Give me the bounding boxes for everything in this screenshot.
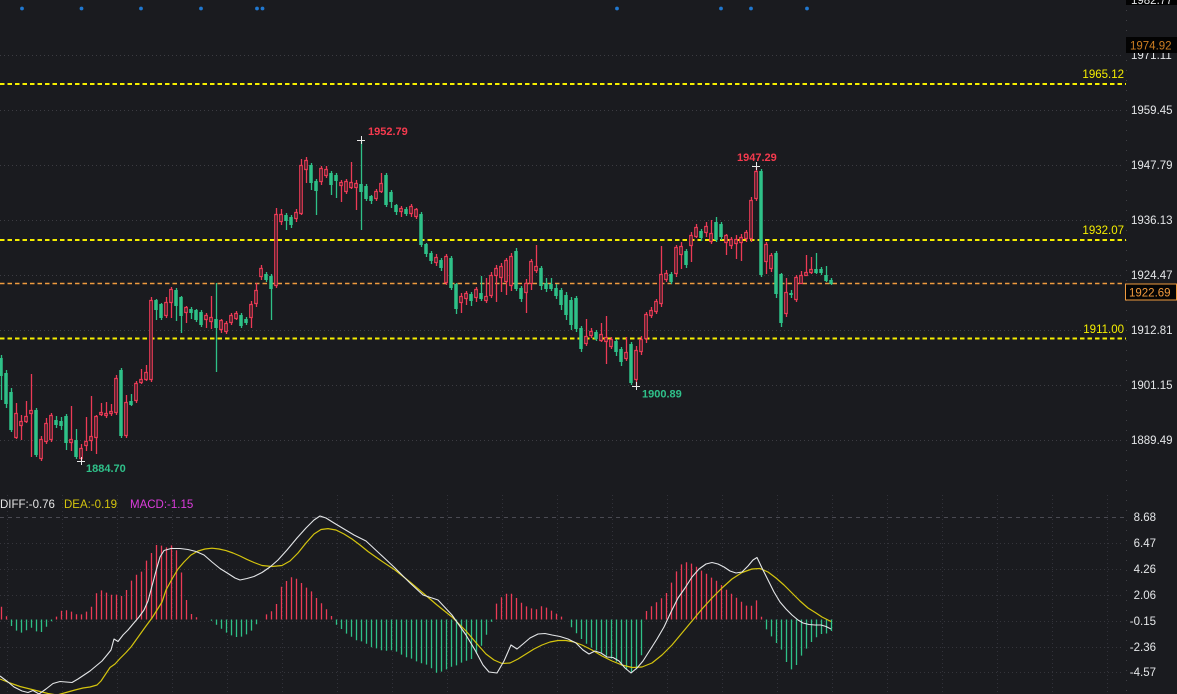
- svg-text:1922.69: 1922.69: [1129, 288, 1171, 300]
- svg-text:-0.15: -0.15: [1130, 616, 1156, 628]
- svg-text:1932.07: 1932.07: [1082, 225, 1124, 237]
- svg-text:4.26: 4.26: [1134, 564, 1156, 576]
- svg-text:MACD:-1.15: MACD:-1.15: [130, 499, 193, 511]
- svg-text:DIFF:-0.76: DIFF:-0.76: [0, 499, 55, 511]
- svg-text:8.68: 8.68: [1134, 512, 1156, 524]
- svg-text:1952.79: 1952.79: [368, 126, 408, 138]
- svg-text:-4.57: -4.57: [1130, 667, 1156, 679]
- svg-text:1900.89: 1900.89: [642, 389, 682, 401]
- svg-text:1924.47: 1924.47: [1131, 270, 1173, 282]
- svg-text:1912.81: 1912.81: [1131, 325, 1173, 337]
- svg-text:1965.12: 1965.12: [1082, 69, 1124, 81]
- svg-text:1889.49: 1889.49: [1131, 435, 1173, 447]
- svg-text:1982.77: 1982.77: [1131, 0, 1173, 7]
- svg-text:1959.45: 1959.45: [1131, 105, 1173, 117]
- svg-text:1911.00: 1911.00: [1083, 324, 1124, 336]
- svg-text:1901.15: 1901.15: [1131, 380, 1173, 392]
- svg-text:1936.13: 1936.13: [1131, 215, 1173, 227]
- svg-text:6.47: 6.47: [1134, 538, 1156, 550]
- svg-text:1884.70: 1884.70: [86, 463, 126, 475]
- svg-text:DEA:-0.19: DEA:-0.19: [64, 499, 117, 511]
- svg-text:1974.92: 1974.92: [1130, 41, 1172, 53]
- svg-text:1947.79: 1947.79: [1131, 160, 1173, 172]
- svg-text:2.06: 2.06: [1134, 590, 1156, 602]
- svg-text:-2.36: -2.36: [1130, 642, 1156, 654]
- svg-text:1947.29: 1947.29: [737, 152, 777, 164]
